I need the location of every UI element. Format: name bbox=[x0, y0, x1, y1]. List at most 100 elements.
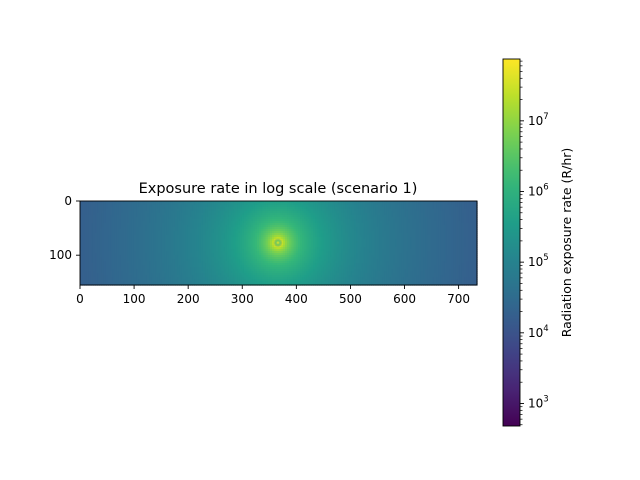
heatmap-cell bbox=[388, 215, 392, 218]
heatmap-cell bbox=[455, 201, 459, 204]
heatmap-cell bbox=[125, 221, 129, 224]
heatmap-cell bbox=[313, 225, 316, 228]
heatmap-cell bbox=[237, 249, 241, 252]
heatmap-cell bbox=[364, 243, 368, 246]
heatmap-cell bbox=[209, 247, 213, 250]
heatmap-cell bbox=[267, 245, 271, 248]
heatmap-cell bbox=[386, 233, 390, 236]
heatmap-cell bbox=[224, 229, 228, 232]
heatmap-cell bbox=[185, 251, 189, 254]
heatmap-cell bbox=[252, 219, 256, 222]
heatmap-cell bbox=[272, 225, 275, 228]
heatmap-cell bbox=[354, 229, 357, 232]
heatmap-cell bbox=[386, 249, 390, 252]
heatmap-cell bbox=[222, 211, 226, 214]
heatmap-cell bbox=[213, 245, 217, 248]
heatmap-cell bbox=[157, 237, 161, 240]
heatmap-cell bbox=[453, 209, 457, 212]
heatmap-cell bbox=[328, 233, 331, 236]
heatmap-cell bbox=[377, 203, 381, 206]
heatmap-cell bbox=[110, 203, 113, 206]
heatmap-cell bbox=[364, 205, 368, 208]
heatmap-cell bbox=[382, 239, 385, 242]
heatmap-cell bbox=[362, 201, 366, 204]
heatmap-cell bbox=[138, 239, 142, 242]
heatmap-cell bbox=[282, 203, 286, 206]
heatmap-cell bbox=[146, 227, 150, 230]
heatmap-cell bbox=[183, 219, 187, 222]
heatmap-cell bbox=[142, 225, 146, 228]
heatmap-cell bbox=[414, 203, 418, 206]
heatmap-cell bbox=[170, 213, 174, 216]
heatmap-cell bbox=[241, 211, 245, 214]
heatmap-cell bbox=[110, 205, 113, 208]
heatmap-cell bbox=[211, 241, 215, 244]
heatmap-cell bbox=[172, 245, 176, 248]
heatmap-cell bbox=[284, 207, 288, 210]
heatmap-cell bbox=[149, 251, 152, 254]
heatmap-cell bbox=[276, 253, 280, 256]
heatmap-cell bbox=[304, 209, 308, 212]
heatmap-cell bbox=[457, 247, 461, 250]
heatmap-cell bbox=[313, 233, 316, 236]
heatmap-cell bbox=[451, 213, 454, 216]
heatmap-cell bbox=[237, 223, 241, 226]
heatmap-cell bbox=[297, 217, 301, 220]
heatmap-cell bbox=[192, 217, 195, 220]
heatmap-cell bbox=[153, 227, 157, 230]
heatmap-cell bbox=[237, 251, 241, 254]
heatmap-cell bbox=[269, 227, 273, 230]
heatmap-cell bbox=[231, 205, 234, 208]
heatmap-cell bbox=[256, 207, 260, 210]
heatmap-cell bbox=[146, 253, 150, 256]
heatmap-cell bbox=[425, 211, 428, 214]
heatmap-cell bbox=[125, 249, 129, 252]
heatmap-cell bbox=[431, 245, 435, 248]
heatmap-cell bbox=[317, 221, 321, 224]
heatmap-cell bbox=[127, 203, 131, 206]
heatmap-cell bbox=[237, 201, 241, 204]
heatmap-cell bbox=[149, 231, 152, 234]
heatmap-cell bbox=[373, 225, 377, 228]
heatmap-cell bbox=[392, 237, 396, 240]
heatmap-cell bbox=[328, 223, 331, 226]
heatmap-cell bbox=[384, 239, 387, 242]
heatmap-cell bbox=[325, 209, 329, 212]
heatmap-cell bbox=[246, 243, 249, 246]
heatmap-cell bbox=[414, 211, 418, 214]
heatmap-cell bbox=[209, 249, 213, 252]
heatmap-cell bbox=[468, 221, 472, 224]
heatmap-cell bbox=[149, 207, 152, 210]
heatmap-cell bbox=[144, 241, 148, 244]
heatmap-cell bbox=[423, 229, 426, 232]
heatmap-cell bbox=[399, 209, 403, 212]
heatmap-cell bbox=[92, 233, 96, 236]
heatmap-cell bbox=[364, 223, 368, 226]
heatmap-cell bbox=[466, 253, 469, 256]
heatmap-cell bbox=[265, 207, 269, 210]
heatmap-cell bbox=[420, 253, 424, 256]
heatmap-cell bbox=[108, 229, 111, 232]
heatmap-cell bbox=[377, 211, 381, 214]
heatmap-cell bbox=[105, 249, 109, 252]
heatmap-cell bbox=[159, 247, 163, 250]
heatmap-cell bbox=[287, 253, 290, 256]
heatmap-cell bbox=[418, 249, 422, 252]
heatmap-cell bbox=[213, 235, 217, 238]
heatmap-cell bbox=[228, 219, 232, 222]
heatmap-cell bbox=[364, 237, 368, 240]
heatmap-cell bbox=[118, 213, 122, 216]
heatmap-cell bbox=[334, 233, 338, 236]
heatmap-cell bbox=[149, 215, 152, 218]
heatmap-cell bbox=[459, 205, 463, 208]
heatmap-cell bbox=[133, 237, 137, 240]
heatmap-cell bbox=[440, 239, 444, 242]
heatmap-cell bbox=[161, 229, 165, 232]
heatmap-cell bbox=[243, 229, 247, 232]
heatmap-cell bbox=[405, 221, 409, 224]
heatmap-cell bbox=[328, 243, 331, 246]
heatmap-cell bbox=[243, 227, 247, 230]
heatmap-cell bbox=[410, 219, 413, 222]
heatmap-cell bbox=[228, 231, 232, 234]
heatmap-cell bbox=[373, 233, 377, 236]
